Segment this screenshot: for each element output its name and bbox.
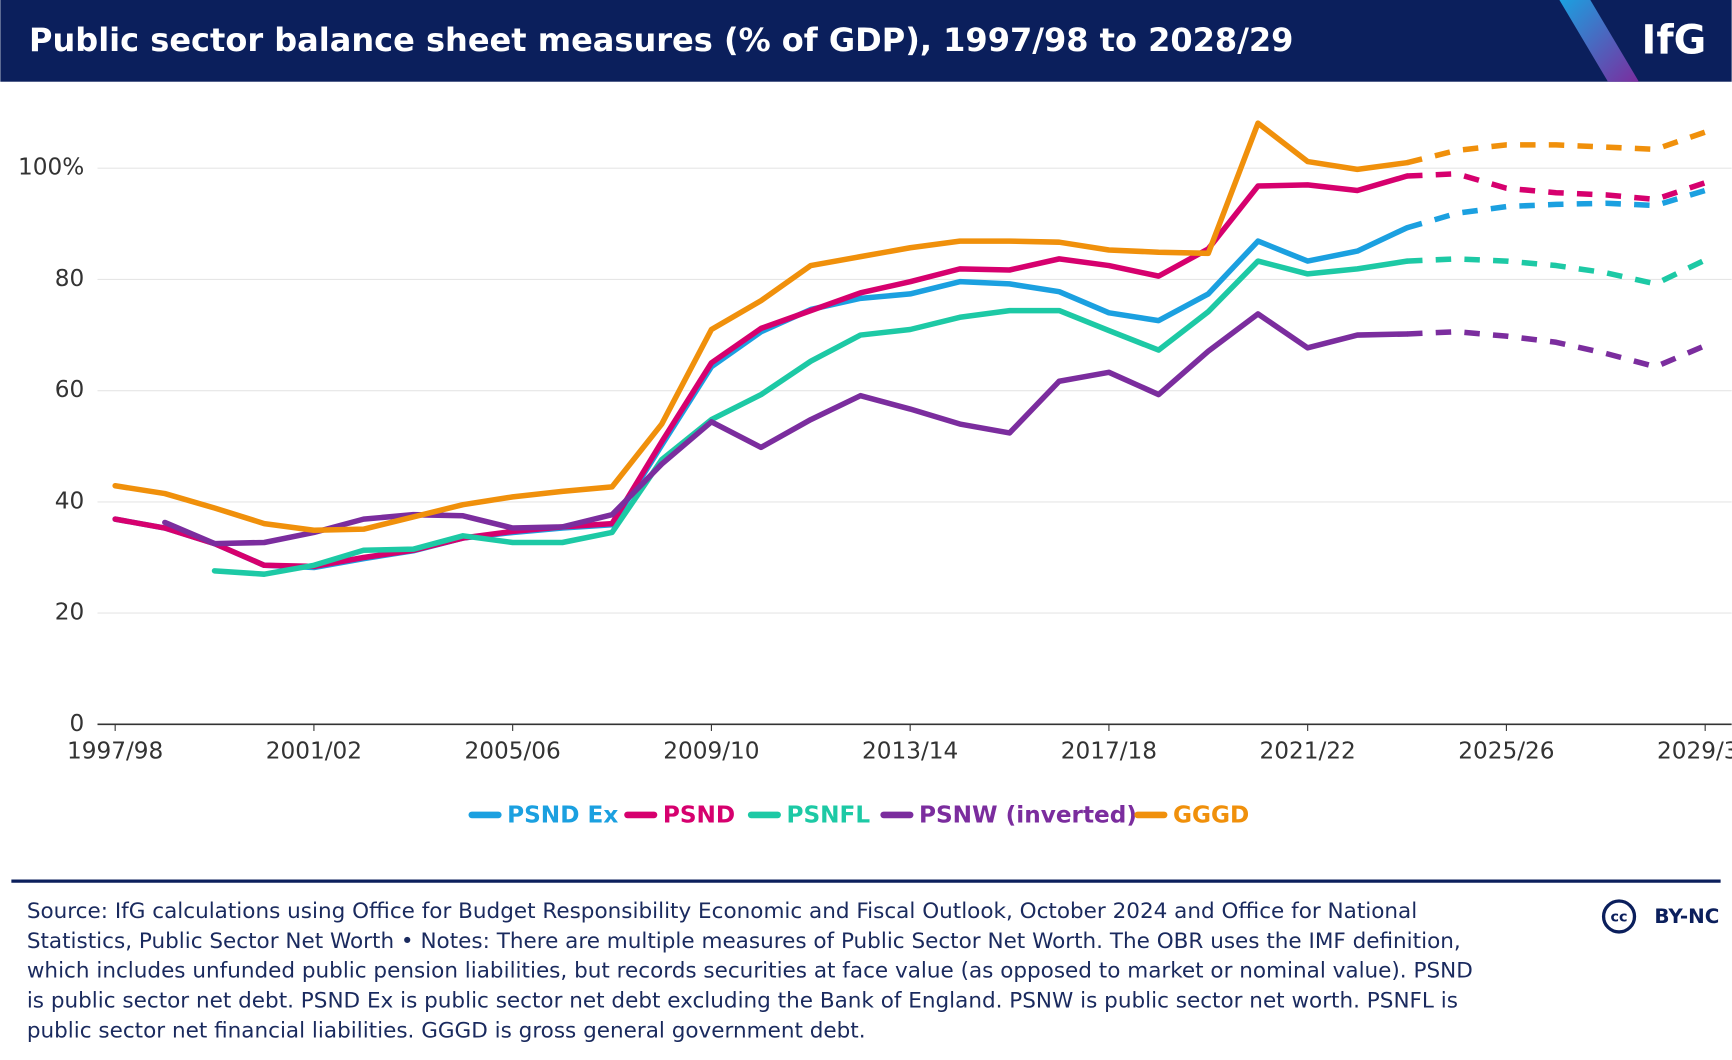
forecast-line [1406,187,1706,231]
x-tick-label: 2005/06 [465,737,561,764]
forecast-line [1406,129,1707,166]
legend-label: PSND Ex [507,801,618,828]
series-line [211,258,1410,577]
cc-text: cc [1611,910,1628,926]
series-line [112,120,1410,534]
series-line [112,173,1410,570]
legend-label: GGGD [1173,801,1249,828]
title: Public sector balance sheet measures (% … [29,21,1293,59]
footer-text: Statistics, Public Sector Net Worth • No… [27,929,1461,954]
x-tick-label: 2001/02 [266,737,362,764]
forecast-line [1406,328,1707,370]
plot-area: 0 20 40 60 80 100% 1997/98 2001/02 2005/06 2009/1… [18,120,1732,828]
x-tick-label: 2017/18 [1061,737,1157,764]
y-tick-label: 20 [55,599,85,626]
x-tick-label: 2029/30 [1657,737,1732,764]
x-tick-label: 2025/26 [1458,737,1554,764]
footer-text: public sector net financial liabilities.… [27,1018,866,1043]
header-bar [0,0,1732,82]
x-tick-label: 2021/22 [1260,737,1356,764]
logo-stripe [1559,0,1639,82]
logo: IfG [1642,18,1707,64]
series-line [162,311,1410,547]
x-tick-label: 1997/98 [67,737,163,764]
forecast-line [1406,256,1707,287]
y-tick-label: 60 [55,376,85,403]
footer-text: is public sector net debt. PSND Ex is pu… [27,988,1458,1013]
license: BY-NC [1654,905,1719,928]
footer-text: Source: IfG calculations using Office fo… [27,899,1417,924]
footer: Source: IfG calculations using Office fo… [27,899,1473,1043]
forecast-line [1406,171,1707,203]
footer-text: which includes unfunded public pension l… [27,959,1473,984]
y-tick-label: 100% [18,154,84,181]
legend-label: PSNW (inverted) [919,801,1137,828]
legend-label: PSND [663,801,735,828]
x-tick-label: 2013/14 [862,737,958,764]
x-tick-label: 2009/10 [663,737,759,764]
y-tick-label: 80 [55,265,85,292]
legend-label: PSNFL [787,801,871,828]
y-tick-label: 40 [55,487,85,514]
cc-icon [1601,899,1637,934]
y-tick-label: 0 [70,710,85,737]
